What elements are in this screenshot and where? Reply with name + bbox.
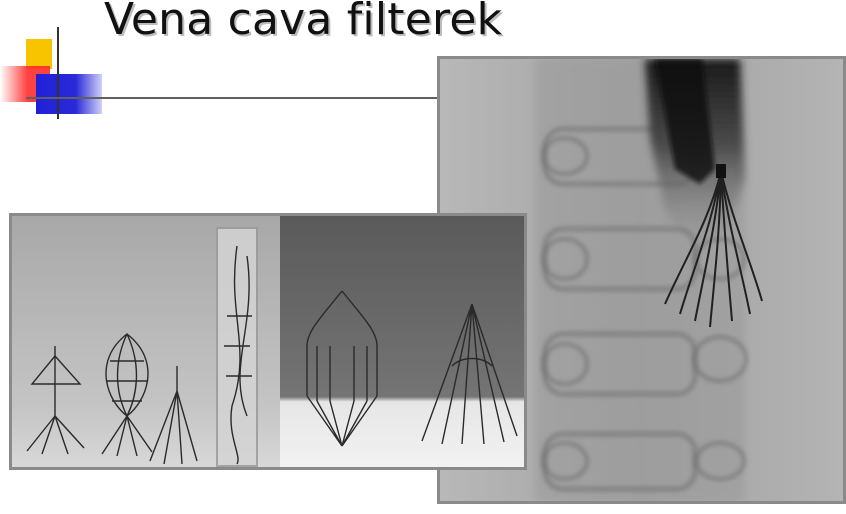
blue-accent-square (36, 74, 102, 114)
xray-image (437, 56, 846, 504)
filters-photo (9, 213, 527, 470)
xray-graphic (440, 59, 843, 501)
yellow-accent-square (26, 39, 52, 69)
slide-title: Vena cava filterek (104, 0, 503, 45)
filters-graphic (12, 216, 524, 467)
title-vertical-rule (57, 27, 59, 119)
title-horizontal-rule (26, 97, 444, 99)
